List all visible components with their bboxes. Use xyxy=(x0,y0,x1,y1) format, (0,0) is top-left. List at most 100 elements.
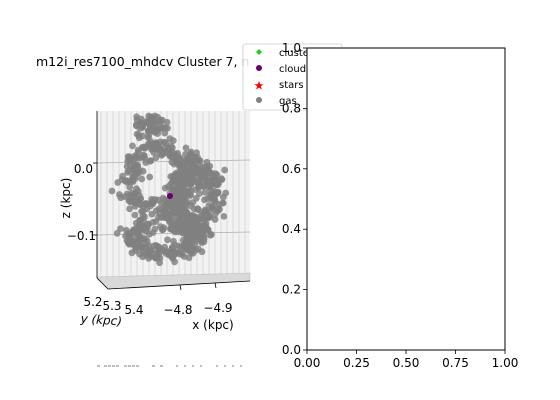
gas-point xyxy=(175,250,182,257)
right-x-tick-label: 0.50 xyxy=(393,356,420,370)
gas-point xyxy=(124,239,132,246)
gas-point xyxy=(134,162,142,170)
gas-point xyxy=(187,169,195,176)
gas-point xyxy=(169,137,177,145)
gas-point xyxy=(136,125,144,132)
gas-point xyxy=(206,193,214,201)
stars-legend-marker xyxy=(254,81,264,90)
clouds-series xyxy=(167,193,173,199)
gas-point xyxy=(189,199,197,207)
gas-point xyxy=(196,190,203,197)
gas-point xyxy=(154,130,162,138)
right-x-tick-label: 1.00 xyxy=(492,356,519,370)
y-tick-label-1: 5.3 xyxy=(102,299,121,313)
gas-point xyxy=(125,197,133,204)
gas-point xyxy=(108,187,116,195)
gas-point xyxy=(219,199,227,207)
gas-point xyxy=(142,144,149,151)
gas-point xyxy=(142,249,150,256)
gas-point xyxy=(200,221,208,229)
gas-point xyxy=(180,166,188,174)
right-x-tick-label: 0.25 xyxy=(343,356,370,370)
gas-point xyxy=(167,142,175,150)
gas-point xyxy=(155,205,163,213)
right-y-tick-label: 0.6 xyxy=(282,162,301,176)
gas-point xyxy=(194,206,202,214)
gas-point xyxy=(145,255,153,262)
gas-point xyxy=(124,169,132,176)
right-y-tick-label: 1.0 xyxy=(282,41,301,55)
gas-point xyxy=(161,214,169,222)
gas-point xyxy=(149,199,157,207)
z-axis-label: z (kpc) xyxy=(59,178,73,219)
right-y-tick-label: 0.4 xyxy=(282,222,301,236)
gas-point xyxy=(157,119,164,126)
gas-point xyxy=(143,118,151,125)
x-tick-mark-0 xyxy=(179,284,182,291)
gas-point xyxy=(141,154,149,162)
gas-point xyxy=(158,152,166,159)
gas-point xyxy=(135,154,143,162)
gas-point xyxy=(208,170,216,177)
gas-point xyxy=(190,223,198,230)
z-tick-label-0: 0.0 xyxy=(74,162,93,176)
gas-point xyxy=(160,224,168,232)
gas-point xyxy=(196,232,203,240)
gas-point xyxy=(177,215,185,223)
gas-point xyxy=(161,196,169,204)
gas-point xyxy=(156,138,164,146)
gas-point xyxy=(186,192,194,199)
right-y-tick-label: 0.2 xyxy=(282,283,301,297)
gas-point xyxy=(150,148,158,156)
y-axis-line xyxy=(96,277,109,290)
gas-point xyxy=(194,214,202,221)
y-axis-label: y (kpc) xyxy=(79,312,122,329)
gas-point xyxy=(113,229,121,237)
plot-frame xyxy=(306,47,506,351)
gas-point xyxy=(164,236,171,244)
legend-label-clouds: clouds xyxy=(279,64,311,75)
gas-point xyxy=(143,205,151,213)
gas-point xyxy=(196,181,204,189)
gas-point xyxy=(134,187,142,195)
gas-point xyxy=(163,118,171,126)
gas-point xyxy=(149,218,157,226)
x-tick-label-0: −4.8 xyxy=(163,303,192,317)
gas-point xyxy=(152,154,160,162)
gas-point xyxy=(161,129,169,137)
clouds-legend-marker xyxy=(256,65,262,71)
gas-point xyxy=(136,242,144,250)
gas-point xyxy=(126,161,134,169)
chart-title: m12i_res7100_mhdcv Cluster 7, n xyxy=(36,54,249,69)
gas-point xyxy=(189,153,196,161)
gas-point xyxy=(167,219,175,227)
gas-point xyxy=(162,147,170,155)
gas-point xyxy=(201,211,209,219)
gas-point xyxy=(188,213,195,221)
gas-point xyxy=(213,179,221,187)
right-x-tick-label: 0.75 xyxy=(442,356,469,370)
gas-point xyxy=(143,237,151,245)
gas-point xyxy=(150,242,158,250)
gas-point xyxy=(142,200,150,207)
gas-point xyxy=(156,144,163,152)
clusters-legend-marker xyxy=(256,49,262,55)
right-x-ticks: 0.00 0.25 0.50 0.75 1.00 xyxy=(294,350,519,370)
gas-point xyxy=(114,179,122,186)
gas-point xyxy=(133,113,141,121)
gas-point xyxy=(165,251,173,259)
gas-point xyxy=(211,216,219,223)
empty-2d-plot: 0.00 0.25 0.50 0.75 1.00 0.0 0.2 0.4 0.6 0.8 1.0 xyxy=(282,41,518,370)
x-axis-line xyxy=(107,280,251,290)
gas-point xyxy=(196,167,203,175)
gas-point xyxy=(212,189,220,197)
gas-point xyxy=(134,196,142,204)
gas-point xyxy=(187,245,195,252)
gas-point xyxy=(177,244,185,252)
gas-point xyxy=(154,113,161,121)
gas-point xyxy=(131,211,139,219)
legend-label-gas: gas xyxy=(279,96,297,107)
gas-point xyxy=(146,173,154,181)
gas-point xyxy=(126,205,133,213)
